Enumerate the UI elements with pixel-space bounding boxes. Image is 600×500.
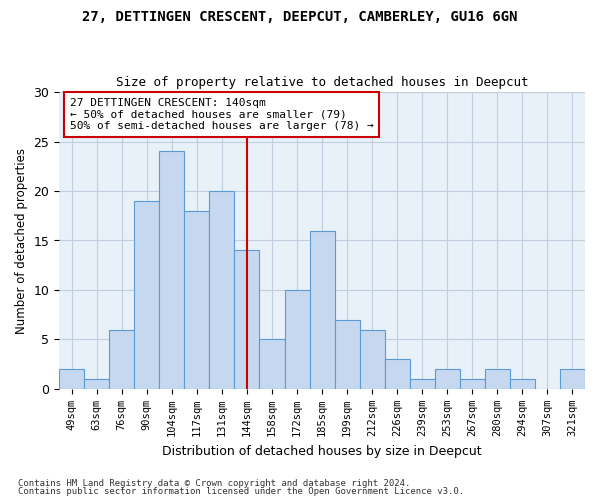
Bar (235, 250, 259, 389)
Y-axis label: Number of detached properties: Number of detached properties (15, 148, 28, 334)
Bar (84, 379, 109, 389)
Text: 27 DETTINGEN CRESCENT: 140sqm
← 50% of detached houses are smaller (79)
50% of s: 27 DETTINGEN CRESCENT: 140sqm ← 50% of d… (70, 98, 373, 131)
Bar (385, 360, 410, 389)
X-axis label: Distribution of detached houses by size in Deepcut: Distribution of detached houses by size … (162, 444, 482, 458)
Bar (59, 369, 84, 389)
Bar (335, 320, 359, 389)
Bar (560, 369, 585, 389)
Text: Contains public sector information licensed under the Open Government Licence v3: Contains public sector information licen… (18, 487, 464, 496)
Bar (284, 290, 310, 389)
Bar (485, 369, 510, 389)
Text: Contains HM Land Registry data © Crown copyright and database right 2024.: Contains HM Land Registry data © Crown c… (18, 478, 410, 488)
Bar (359, 330, 385, 389)
Title: Size of property relative to detached houses in Deepcut: Size of property relative to detached ho… (116, 76, 529, 90)
Bar (259, 340, 284, 389)
Text: 27, DETTINGEN CRESCENT, DEEPCUT, CAMBERLEY, GU16 6GN: 27, DETTINGEN CRESCENT, DEEPCUT, CAMBERL… (82, 10, 518, 24)
Bar (134, 201, 160, 389)
Bar (160, 152, 184, 389)
Bar (310, 230, 335, 389)
Bar (510, 379, 535, 389)
Bar (435, 369, 460, 389)
Bar (410, 379, 435, 389)
Bar (209, 191, 235, 389)
Bar (460, 379, 485, 389)
Bar (109, 330, 134, 389)
Bar (184, 211, 209, 389)
